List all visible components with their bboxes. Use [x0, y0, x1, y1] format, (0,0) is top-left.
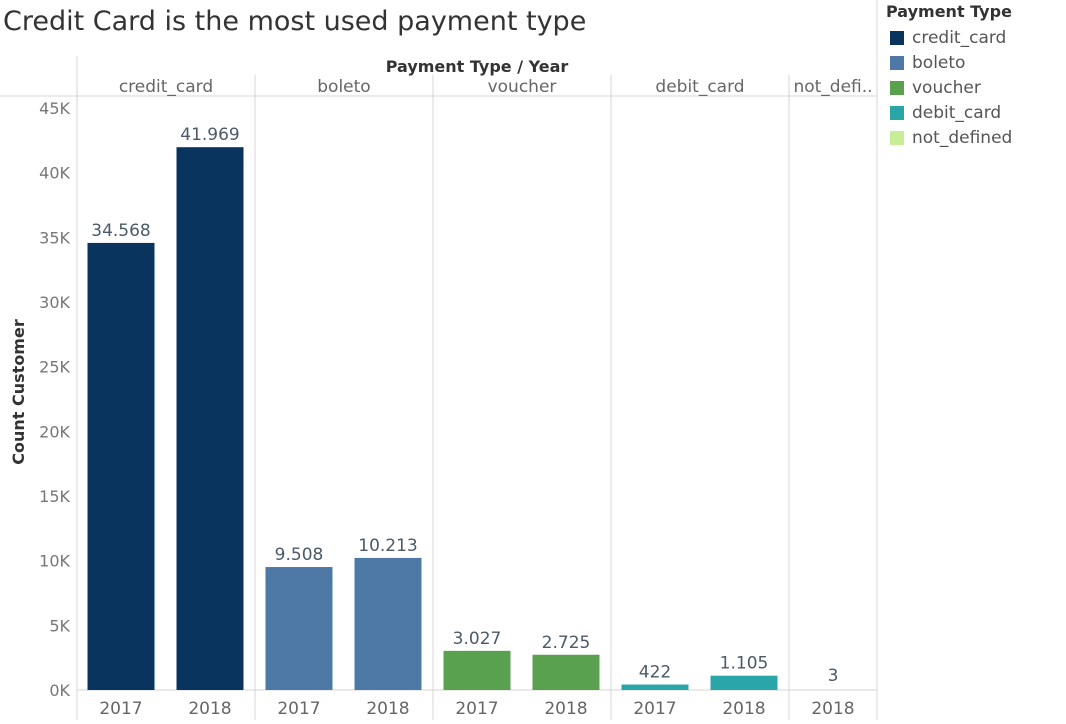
data-label-voucher-2018: 2.725: [542, 633, 591, 653]
x-tick-voucher-2018: 2018: [544, 699, 587, 719]
group-header-debit_card: debit_card: [655, 77, 744, 97]
legend-label: voucher: [912, 77, 981, 98]
bar-credit_card-2017: [87, 242, 155, 690]
legend-swatch: [890, 105, 904, 120]
group-header-credit_card: credit_card: [119, 77, 213, 97]
x-tick-debit_card-2017: 2017: [633, 699, 676, 719]
data-label-debit_card-2018: 1.105: [720, 654, 769, 674]
x-tick-boleto-2018: 2018: [366, 699, 409, 719]
y-tick-label: 40K: [39, 164, 70, 183]
legend-title: Payment Type: [886, 2, 1012, 21]
legend-item-voucher[interactable]: voucher: [886, 75, 1061, 100]
x-tick-credit_card-2017: 2017: [99, 699, 142, 719]
y-tick-label: 45K: [39, 99, 70, 118]
bar-boleto-2017: [265, 567, 333, 690]
bar-not_defined-2018: [799, 689, 867, 690]
legend-item-boleto[interactable]: boleto: [886, 50, 1061, 75]
bar-debit_card-2017: [621, 684, 689, 690]
data-label-boleto-2018: 10.213: [358, 536, 417, 556]
data-label-boleto-2017: 9.508: [275, 545, 324, 565]
bar-credit_card-2018: [176, 147, 244, 690]
y-tick-label: 35K: [39, 228, 70, 247]
data-label-credit_card-2017: 34.568: [91, 221, 150, 241]
x-tick-boleto-2017: 2017: [277, 699, 320, 719]
x-axis-ticks: 2017 2018 2017 2018 2017 2018 2017 2018 2018: [99, 699, 854, 719]
x-tick-voucher-2017: 2017: [455, 699, 498, 719]
bar-boleto-2018: [354, 557, 422, 690]
data-label-voucher-2017: 3.027: [453, 629, 502, 649]
y-axis-ticks: 0K 5K 10K 15K 20K 25K 30K 35K 40K 45K: [39, 99, 70, 700]
x-tick-not_defined-2018: 2018: [811, 699, 854, 719]
legend-swatch: [890, 80, 904, 95]
x-tick-credit_card-2018: 2018: [188, 699, 231, 719]
legend-item-debit-card[interactable]: debit_card: [886, 100, 1061, 125]
y-tick-label: 25K: [39, 358, 70, 377]
column-header: Payment Type / Year: [386, 57, 569, 76]
data-labels: 34.568 41.969 9.508 10.213 3.027 2.725 422 1.10…: [91, 125, 838, 686]
legend-swatch: [890, 55, 904, 70]
bar-voucher-2018: [532, 654, 600, 690]
y-tick-label: 30K: [39, 293, 70, 312]
legend-item-credit-card[interactable]: credit_card: [886, 25, 1061, 50]
group-header-not_defined: not_defi..: [793, 77, 872, 97]
legend-label: credit_card: [912, 27, 1007, 48]
bars: [87, 147, 867, 690]
data-label-debit_card-2017: 422: [639, 663, 671, 683]
bar-debit_card-2018: [710, 675, 778, 690]
legend-item-not-defined[interactable]: not_defined: [886, 125, 1061, 150]
group-header-boleto: boleto: [317, 77, 370, 97]
y-tick-label: 0K: [49, 681, 70, 700]
legend: Payment Type credit_card boleto voucher …: [886, 2, 1061, 150]
y-tick-label: 5K: [49, 616, 70, 635]
group-headers: credit_card boleto voucher debit_card not_de…: [119, 77, 873, 97]
legend-swatch: [890, 30, 904, 45]
data-label-not_defined-2018: 3: [828, 666, 839, 686]
legend-label: boleto: [912, 52, 966, 73]
y-axis-label: Count Customer: [9, 319, 28, 465]
legend-label: not_defined: [912, 127, 1013, 148]
x-tick-debit_card-2018: 2018: [722, 699, 765, 719]
bar-chart: Payment Type / Year Count Customer 0K 5K 1…: [0, 0, 878, 720]
group-header-voucher: voucher: [488, 77, 557, 97]
data-label-credit_card-2018: 41.969: [180, 125, 239, 145]
y-tick-label: 15K: [39, 487, 70, 506]
bar-voucher-2017: [443, 650, 511, 690]
y-tick-label: 20K: [39, 422, 70, 441]
legend-label: debit_card: [912, 102, 1002, 123]
chart-title: Credit Card is the most used payment typ…: [3, 6, 587, 37]
y-tick-label: 10K: [39, 552, 70, 571]
legend-swatch: [890, 130, 904, 145]
